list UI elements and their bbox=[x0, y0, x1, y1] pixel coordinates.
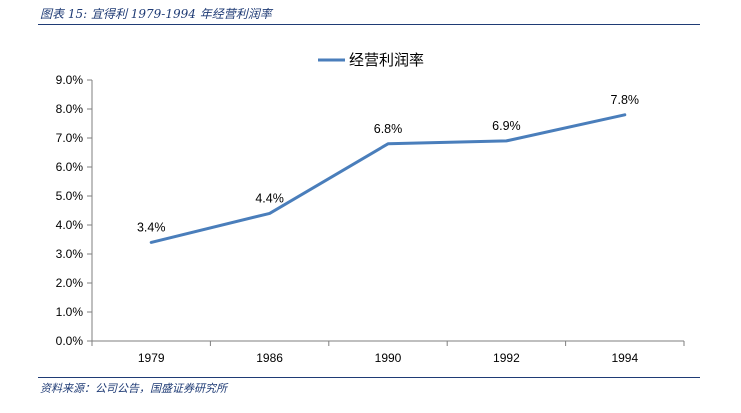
series-line bbox=[149, 113, 627, 244]
y-tick-label: 1.0% bbox=[56, 305, 84, 319]
data-label: 3.4% bbox=[137, 220, 166, 234]
x-tick-label: 1986 bbox=[256, 351, 283, 365]
y-tick-label: 5.0% bbox=[56, 189, 84, 203]
data-label: 7.8% bbox=[611, 93, 640, 107]
chart-axes: 0.0% 1.0% 2.0% 3.0% 4.0% 5.0% 6.0% 7.0% 8.0% 9.0%… bbox=[56, 73, 685, 365]
y-tick-label: 4.0% bbox=[56, 218, 84, 232]
figure-title: 图表 15: 宜得利 1979-1994 年经营利润率 bbox=[40, 7, 272, 21]
top-divider bbox=[38, 24, 700, 25]
data-label: 6.9% bbox=[492, 119, 521, 133]
source-note: 资料来源：公司公告，国盛证券研究所 bbox=[40, 382, 227, 395]
y-tick-label: 8.0% bbox=[56, 102, 84, 116]
data-label: 4.4% bbox=[255, 191, 284, 205]
x-tick-label: 1994 bbox=[611, 351, 638, 365]
series-layer: 3.4% 4.4% 6.8% 6.9% 7.8% bbox=[137, 93, 640, 244]
y-tick-label: 3.0% bbox=[56, 247, 84, 261]
y-tick-label: 9.0% bbox=[56, 73, 84, 87]
y-tick-label: 2.0% bbox=[56, 276, 84, 290]
x-tick-label: 1979 bbox=[138, 351, 165, 365]
x-tick-label: 1992 bbox=[493, 351, 520, 365]
y-tick-label: 7.0% bbox=[56, 131, 84, 145]
bottom-divider bbox=[38, 377, 700, 378]
chart-legend: 经营利润率 bbox=[318, 51, 424, 69]
y-tick-label: 0.0% bbox=[56, 334, 84, 348]
y-tick-label: 6.0% bbox=[56, 160, 84, 174]
data-label: 6.8% bbox=[374, 122, 403, 136]
x-tick-label: 1990 bbox=[375, 351, 402, 365]
legend-label: 经营利润率 bbox=[349, 51, 424, 69]
